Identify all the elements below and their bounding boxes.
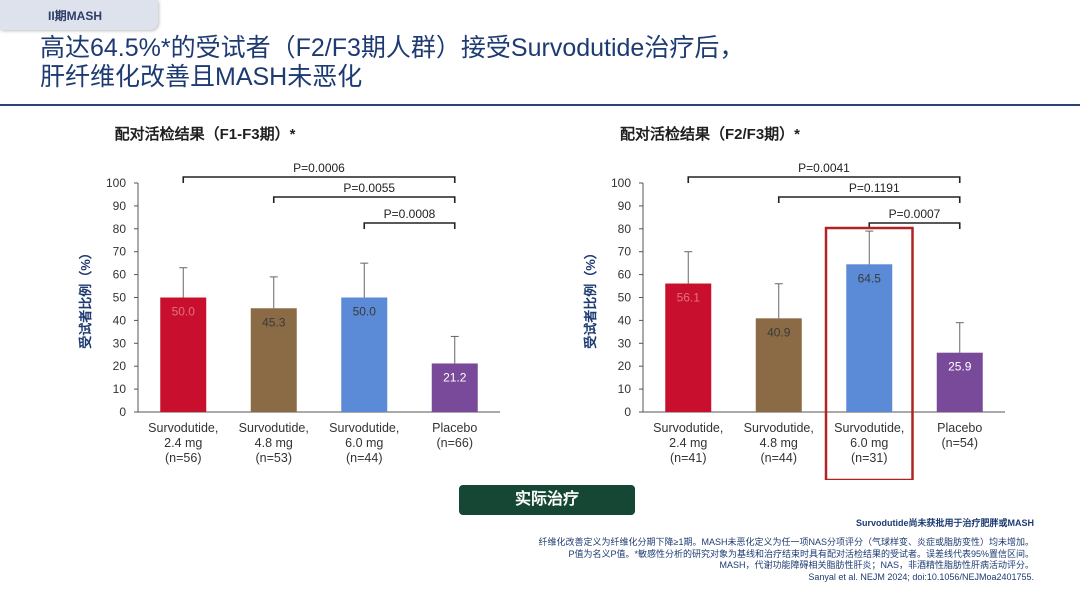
y-axis-label: 受试者比例（%） — [583, 246, 598, 349]
category-label: Survodutide, — [239, 421, 309, 435]
bar-3 — [341, 297, 388, 412]
title-divider — [0, 104, 1080, 106]
y-axis-label: 受试者比例（%） — [78, 246, 93, 349]
y-tick-label: 20 — [113, 359, 127, 373]
p-value-label: P=0.0008 — [384, 207, 436, 221]
y-tick-label: 80 — [618, 222, 632, 236]
y-tick-label: 10 — [618, 382, 632, 396]
footnotes: 纤维化改善定义为纤维化分期下降≥1期。MASH未恶化定义为任一项NAS分项评分（… — [414, 537, 1034, 583]
bar-4 — [431, 363, 478, 412]
significance-bracket — [272, 196, 456, 203]
data-label: 56.1 — [677, 291, 701, 305]
category-label: Survodutide, — [148, 421, 218, 435]
y-tick-label: 90 — [113, 199, 127, 213]
highlight-box — [824, 226, 914, 480]
y-tick-label: 0 — [119, 405, 126, 419]
bar-2 — [755, 318, 802, 412]
data-label: 25.9 — [948, 360, 972, 374]
significance-bracket — [363, 222, 456, 229]
category-label: Survodutide, — [653, 421, 723, 435]
category-label: 2.4 mg — [164, 436, 202, 450]
footnote-line: Sanyal et al. NEJM 2024; doi:10.1056/NEJ… — [808, 571, 1034, 582]
data-label: 64.5 — [858, 271, 882, 285]
y-tick-label: 80 — [113, 222, 127, 236]
category-label: (n=54) — [942, 436, 978, 450]
y-tick-label: 40 — [113, 313, 127, 327]
category-label: 6.0 mg — [850, 436, 888, 450]
page-title-line-2: 肝纤维化改善且MASH未恶化 — [40, 63, 363, 91]
category-label: (n=44) — [761, 451, 797, 465]
category-label: Survodutide, — [834, 421, 904, 435]
footnote-line: P值为名义P值。*敏感性分析的研究对象为基线和治疗结束时具有配对活检结果的受试者… — [568, 548, 1034, 559]
y-tick-label: 30 — [618, 336, 632, 350]
page-title-line-1: 高达64.5%*的受试者（F2/F3期人群）接受Survodutide治疗后， — [40, 34, 745, 62]
footnote-line: 纤维化改善定义为纤维化分期下降≥1期。MASH未恶化定义为任一项NAS分项评分（… — [538, 537, 1034, 547]
category-label: Survodutide, — [329, 421, 399, 435]
y-tick-label: 50 — [618, 291, 632, 305]
y-tick-label: 30 — [113, 336, 127, 350]
category-label: 6.0 mg — [345, 436, 383, 450]
bar-2 — [250, 308, 297, 412]
category-label: Placebo — [937, 421, 982, 435]
significance-bracket — [182, 176, 456, 183]
section-tag-label: II期MASH — [48, 9, 103, 23]
p-value-label: P=0.0055 — [343, 181, 395, 195]
p-value-label: P=0.0007 — [889, 207, 941, 221]
chart-f1-f3: 配对活检结果（F1-F3期）* 受试者比例（%） 0 10 20 30 40 50 60 70 80… — [78, 125, 500, 465]
y-tick-label: 90 — [618, 199, 632, 213]
category-label: (n=31) — [851, 451, 887, 465]
y-tick-label: 20 — [618, 359, 632, 373]
category-label: 2.4 mg — [669, 436, 707, 450]
y-tick-label: 40 — [618, 313, 632, 327]
y-tick-label: 50 — [113, 291, 127, 305]
bar-1 — [665, 283, 712, 412]
y-tick-label: 10 — [113, 382, 127, 396]
chart-title: 配对活检结果（F1-F3期）* — [115, 125, 296, 143]
bar-4 — [936, 352, 983, 412]
significance-bracket — [777, 196, 961, 203]
section-tag: II期MASH — [0, 0, 158, 30]
category-label: 4.8 mg — [255, 436, 293, 450]
category-label: (n=41) — [670, 451, 706, 465]
chart-title: 配对活检结果（F2/F3期）* — [620, 125, 800, 143]
data-label: 45.3 — [262, 315, 286, 329]
category-label: (n=56) — [165, 451, 201, 465]
category-label: (n=44) — [346, 451, 382, 465]
significance-bracket — [687, 176, 961, 183]
y-tick-label: 70 — [618, 245, 632, 259]
p-value-label: P=0.0006 — [293, 161, 345, 175]
y-tick-label: 60 — [113, 268, 127, 282]
data-label: 50.0 — [353, 305, 377, 319]
data-label: 50.0 — [172, 305, 196, 319]
category-label: (n=53) — [256, 451, 292, 465]
category-label: Placebo — [432, 421, 477, 435]
bar-3 — [846, 264, 893, 412]
category-label: 4.8 mg — [760, 436, 798, 450]
actual-treatment-button[interactable]: 实际治疗 — [459, 485, 635, 515]
data-label: 21.2 — [443, 370, 467, 384]
disclaimer: Survodutide尚未获批用于治疗肥胖或MASH — [855, 518, 1034, 528]
y-tick-label: 100 — [611, 176, 631, 190]
p-value-label: P=0.0041 — [798, 161, 850, 175]
y-tick-label: 70 — [113, 245, 127, 259]
p-value-label: P=0.1191 — [849, 181, 900, 195]
bar-1 — [160, 297, 207, 412]
page-title: 高达64.5%*的受试者（F2/F3期人群）接受Survodutide治疗后， … — [40, 34, 1050, 92]
category-label: Survodutide, — [744, 421, 814, 435]
chart-f2-f3: 配对活检结果（F2/F3期）* 受试者比例（%） 0 10 20 30 40 50 60 70 80… — [583, 125, 1005, 480]
significance-bracket — [868, 222, 961, 229]
y-tick-label: 100 — [106, 176, 126, 190]
data-label: 40.9 — [767, 325, 791, 339]
y-tick-label: 60 — [618, 268, 632, 282]
y-tick-label: 0 — [624, 405, 631, 419]
footnote-line: MASH，代谢功能障碍相关脂肪性肝炎；NAS，非酒精性脂肪性肝病活动评分。 — [719, 560, 1034, 570]
category-label: (n=66) — [437, 436, 473, 450]
